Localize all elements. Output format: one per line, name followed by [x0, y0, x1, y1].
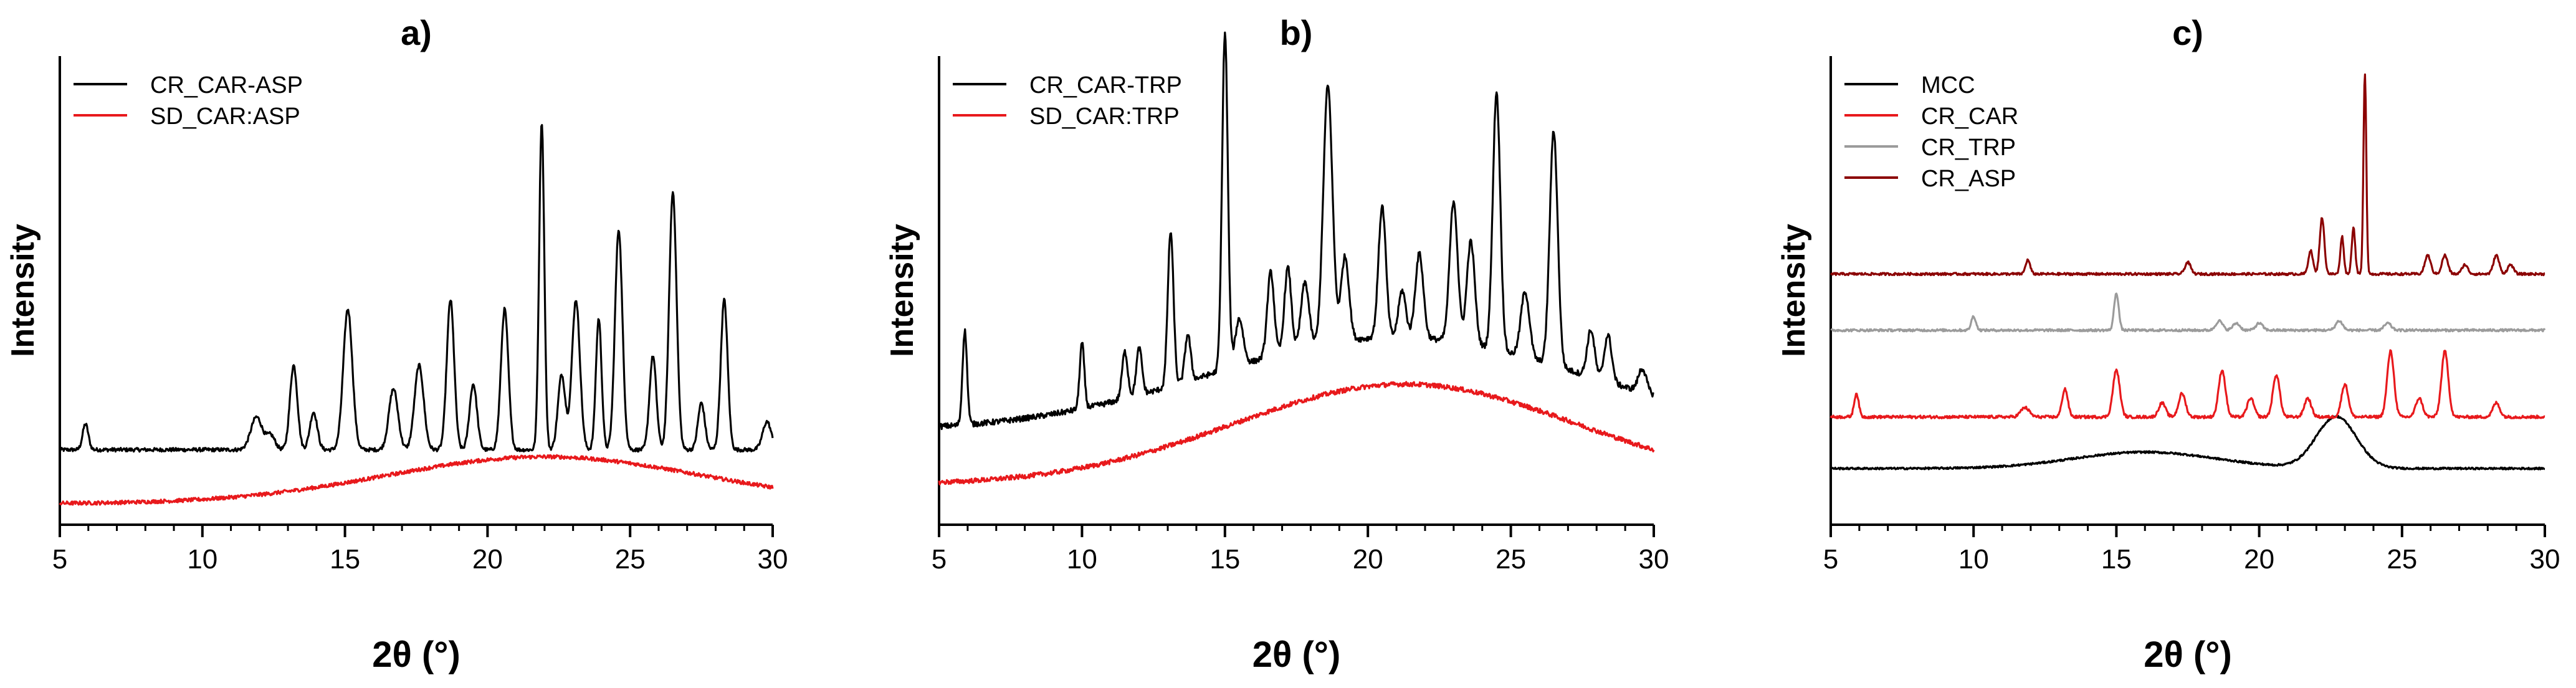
x-tick-label: 5 [1823, 544, 1838, 575]
panel-title: c) [2172, 13, 2203, 52]
legend-label: CR_ASP [1921, 166, 2016, 192]
x-tick-label: 5 [932, 544, 947, 575]
x-tick-label: 5 [52, 544, 67, 575]
panel-title: a) [401, 13, 432, 52]
series-line-mcc [1829, 414, 2545, 471]
x-tick-label: 15 [1209, 544, 1240, 575]
x-tick-label: 25 [615, 544, 646, 575]
chart-panel-3: c) 5 10 15 20 25 30 2θ (°) Intensity MCC CR_CAR CR_… [1776, 13, 2560, 675]
y-axis-label: Intensity [5, 224, 41, 357]
series-line-sd-car-trp [938, 381, 1655, 486]
legend-label: CR_TRP [1921, 135, 2016, 161]
panel-title: b) [1280, 13, 1313, 52]
chart-panel-2: b) 5 10 15 20 25 30 2θ (°) Intensity CR_CAR-TRP SD… [884, 13, 1669, 675]
series-line-cr-trp [1830, 292, 2546, 333]
x-tick-label: 30 [758, 544, 788, 575]
x-tick-label: 25 [1496, 544, 1526, 575]
x-tick-label: 20 [472, 544, 503, 575]
legend-label: SD_CAR:TRP [1029, 103, 1180, 130]
x-tick-label: 20 [1353, 544, 1383, 575]
x-tick-label: 30 [2530, 544, 2560, 575]
x-tick-label: 25 [2387, 544, 2417, 575]
x-tick-label: 10 [187, 544, 217, 575]
legend-label: CR_CAR-ASP [150, 72, 303, 98]
x-tick-label: 15 [330, 544, 360, 575]
x-tick-label: 10 [1067, 544, 1097, 575]
x-axis-label: 2θ (°) [2144, 634, 2232, 675]
y-axis-label: Intensity [884, 224, 920, 357]
series-line-cr-car [1829, 349, 2545, 419]
x-tick-label: 15 [2101, 544, 2132, 575]
legend-label: CR_CAR-TRP [1029, 72, 1182, 98]
series-line-cr-car-asp [59, 124, 774, 453]
legend-label: SD_CAR:ASP [150, 103, 300, 130]
series-line-cr-asp [1829, 73, 2545, 277]
x-tick-label: 20 [2244, 544, 2274, 575]
series-line-sd-car-asp [59, 454, 774, 506]
x-axis-label: 2θ (°) [372, 634, 460, 675]
y-axis-label: Intensity [1776, 224, 1812, 357]
x-tick-label: 30 [1639, 544, 1669, 575]
series-line-cr-car-trp [938, 31, 1654, 431]
legend-label: CR_CAR [1921, 103, 2018, 130]
legend-label: MCC [1921, 72, 1975, 98]
x-axis-label: 2θ (°) [1252, 634, 1341, 675]
x-tick-label: 10 [1958, 544, 1989, 575]
chart-panel-1: a) 5 10 15 20 25 30 2θ (°) Intensity CR_CAR-ASP SD… [5, 13, 788, 675]
